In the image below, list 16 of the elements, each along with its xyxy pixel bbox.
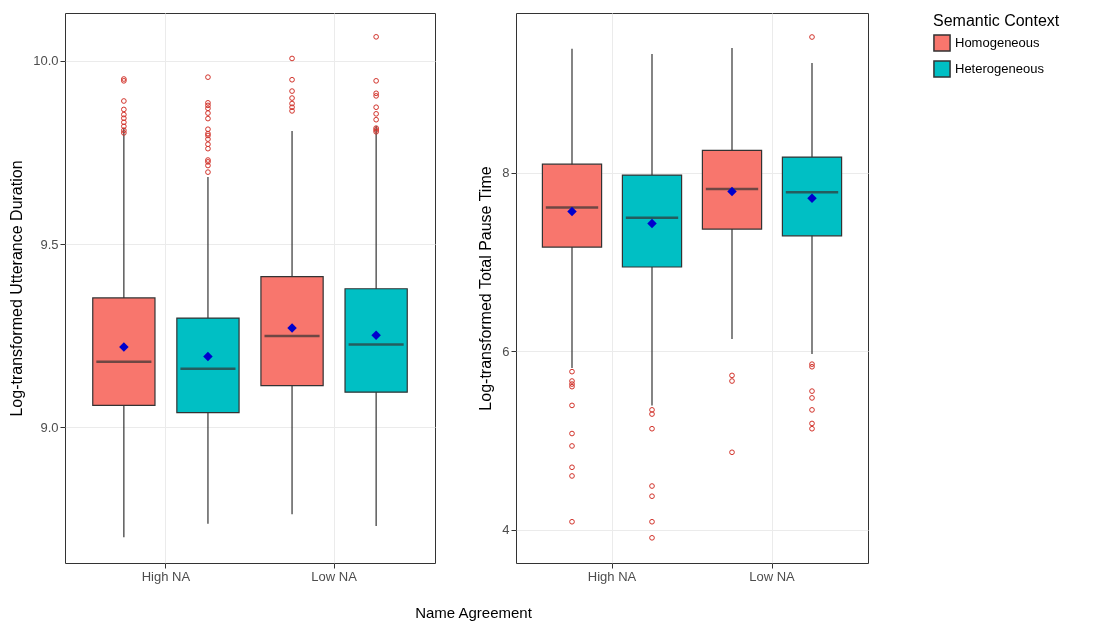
y-tick-label: 4 bbox=[502, 522, 510, 538]
y-tick-label: 10.0 bbox=[33, 53, 59, 69]
legend-title: Semantic Context bbox=[933, 12, 1060, 29]
y-tick-label: 9.5 bbox=[40, 236, 59, 252]
y-tick-label: 9.0 bbox=[40, 419, 59, 435]
x-tick-label: Low NA bbox=[311, 568, 358, 584]
x-tick-label: High NA bbox=[141, 568, 191, 584]
x-axis-title: Name Agreement bbox=[415, 603, 533, 621]
y-axis-title: Log-transformed Utterance Duration bbox=[8, 160, 26, 417]
x-tick-label: High NA bbox=[587, 568, 637, 584]
y-axis-title: Log-transformed Total Pause Time bbox=[477, 166, 495, 411]
y-tick-label: 8 bbox=[502, 165, 510, 181]
legend-label: Heterogeneous bbox=[955, 61, 1045, 76]
legend-label: Homogeneous bbox=[955, 35, 1041, 50]
y-tick-label: 6 bbox=[502, 343, 510, 359]
x-tick-label: Low NA bbox=[749, 568, 796, 584]
